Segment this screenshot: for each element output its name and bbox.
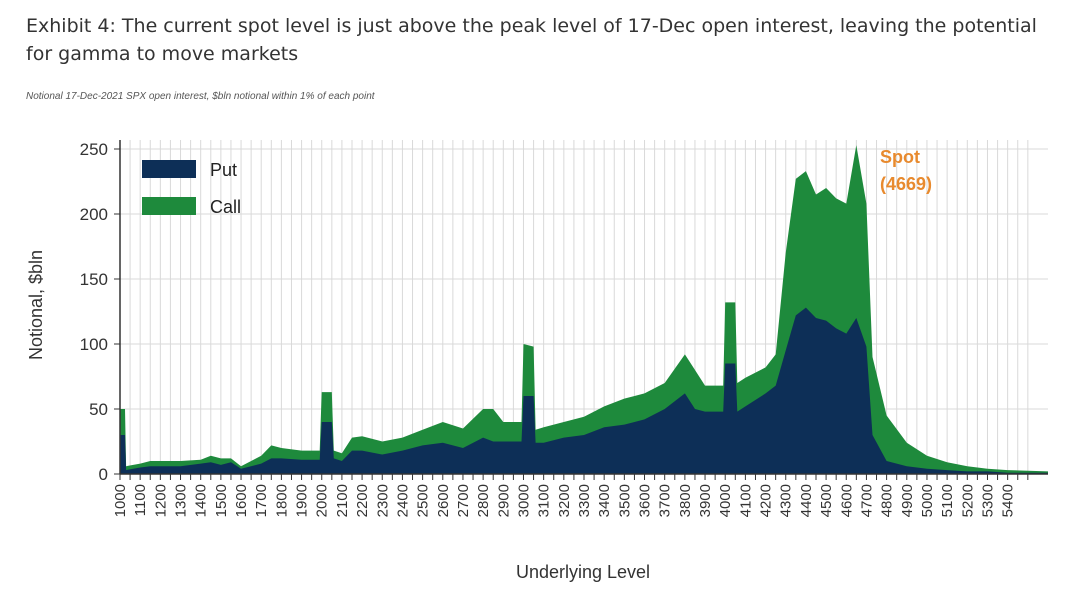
- y-tick-labels: 0 50 100 150 200 250: [80, 140, 108, 484]
- x-tick-label: 4900: [899, 484, 916, 517]
- chart-subtitle: Notional 17-Dec-2021 SPX open interest, …: [26, 91, 375, 102]
- x-tick-label: 1800: [273, 484, 290, 517]
- x-tick-label: 1500: [213, 484, 230, 517]
- x-tick-label: 5100: [939, 484, 956, 517]
- x-tick-label: 3200: [556, 484, 573, 517]
- x-tick-label: 4400: [798, 484, 815, 517]
- x-tick-label: 1000: [112, 484, 129, 517]
- x-tick-label: 3500: [616, 484, 633, 517]
- x-tick-label: 4700: [858, 484, 875, 517]
- y-tick-label: 100: [80, 335, 108, 354]
- x-tick-label: 3000: [516, 484, 533, 517]
- x-tick-label: 3400: [596, 484, 613, 517]
- spot-annotation-value: (4669): [880, 174, 932, 194]
- x-tick-label: 3300: [576, 484, 593, 517]
- x-tick-label: 1300: [173, 484, 190, 517]
- legend: Put Call: [142, 160, 241, 217]
- x-tick-label: 2100: [334, 484, 351, 517]
- x-tick-label: 1400: [193, 484, 210, 517]
- x-tick-label: 1900: [294, 484, 311, 517]
- x-tick-label: 2700: [455, 484, 472, 517]
- x-tick-label: 3100: [536, 484, 553, 517]
- x-tick-label: 2800: [475, 484, 492, 517]
- legend-call-swatch: [142, 197, 196, 215]
- x-tick-label: 2300: [374, 484, 391, 517]
- x-tick-label: 2900: [495, 484, 512, 517]
- x-tick-label: 5300: [980, 484, 997, 517]
- y-tick-label: 150: [80, 270, 108, 289]
- x-tick-label: 3900: [697, 484, 714, 517]
- y-tick-label: 0: [99, 465, 108, 484]
- spot-annotation: Spot (4669): [880, 147, 932, 194]
- x-tick-label: 5000: [919, 484, 936, 517]
- legend-call-label: Call: [210, 197, 241, 217]
- x-axis-label: Underlying Level: [516, 562, 650, 582]
- x-tick-label: 2600: [435, 484, 452, 517]
- x-tick-label: 1100: [132, 484, 149, 516]
- x-tick-label: 1600: [233, 484, 250, 517]
- x-tick-label: 3600: [637, 484, 654, 517]
- x-tick-label: 4300: [778, 484, 795, 517]
- legend-put-swatch: [142, 160, 196, 178]
- y-tick-label: 200: [80, 205, 108, 224]
- x-tick-label: 2400: [394, 484, 411, 517]
- x-tick-label: 5400: [1000, 484, 1017, 517]
- legend-put-label: Put: [210, 160, 237, 180]
- x-tick-labels: 1000 1100 1200 1300 1400 1500 1600 1700 1800 1900…: [112, 484, 1017, 517]
- axes: [114, 140, 1048, 480]
- x-tick-label: 4200: [758, 484, 775, 517]
- y-axis-label: Notional, $bln: [26, 250, 46, 360]
- x-tick-label: 2000: [314, 484, 331, 517]
- x-tick-label: 4800: [879, 484, 896, 517]
- x-tick-label: 2500: [415, 484, 432, 517]
- x-tick-label: 4600: [838, 484, 855, 517]
- x-tick-label: 4500: [818, 484, 835, 517]
- x-tick-label: 4100: [737, 484, 754, 517]
- y-tick-label: 250: [80, 140, 108, 159]
- x-tick-label: 1200: [152, 484, 169, 517]
- x-tick-label: 1700: [253, 484, 270, 517]
- x-tick-label: 5200: [959, 484, 976, 517]
- x-tick-label: 4000: [717, 484, 734, 517]
- x-tick-label: 2200: [354, 484, 371, 517]
- spot-annotation-label: Spot: [880, 147, 920, 167]
- y-tick-label: 50: [89, 400, 108, 419]
- x-tick-label: 3800: [677, 484, 694, 517]
- put-area: [120, 307, 1048, 474]
- x-tick-label: 3700: [657, 484, 674, 517]
- chart-title: Exhibit 4: The current spot level is jus…: [26, 15, 1037, 65]
